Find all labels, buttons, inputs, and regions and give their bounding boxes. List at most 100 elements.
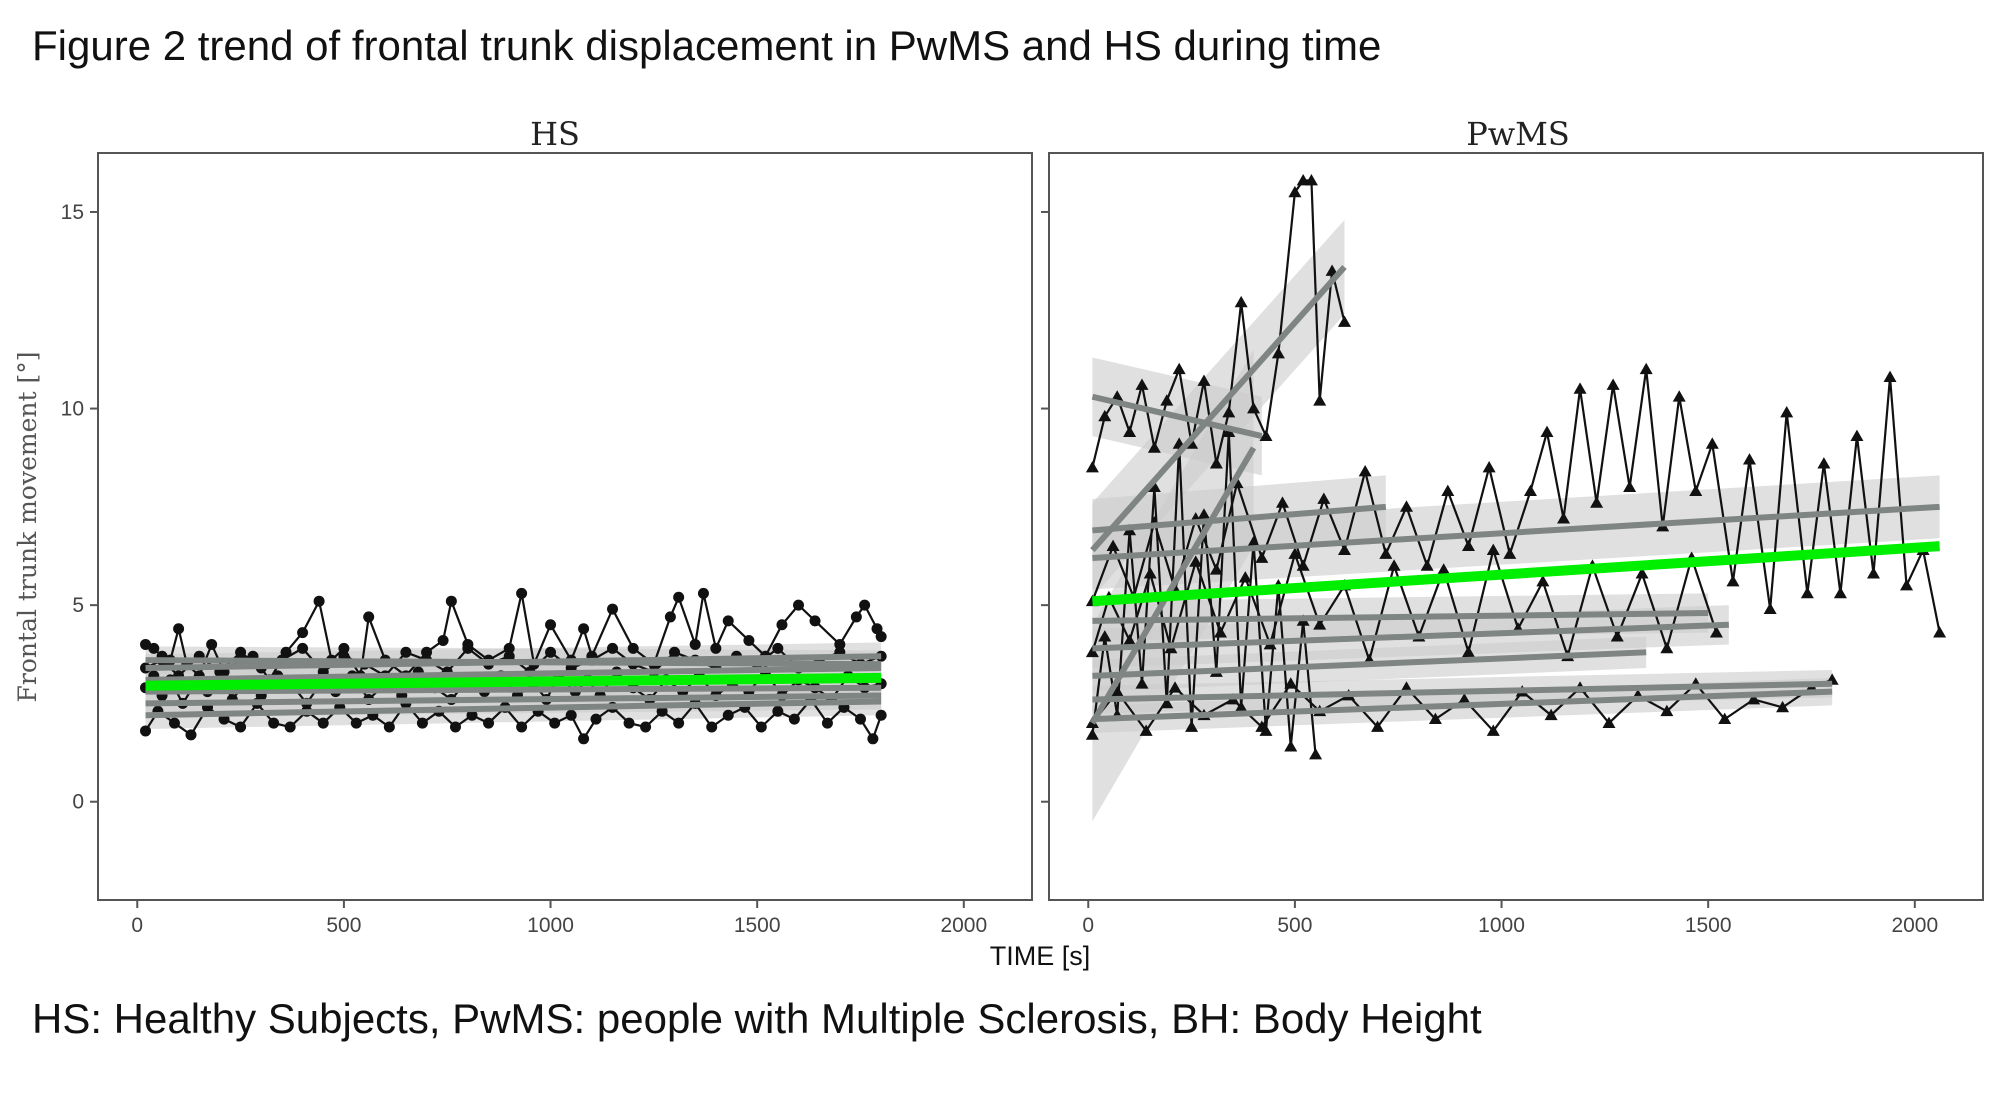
data-point-pwms-4-8 bbox=[1284, 677, 1298, 689]
data-point-pwms-1-14 bbox=[1247, 402, 1261, 414]
data-point-pwms-3-11 bbox=[1313, 618, 1327, 630]
data-point-pwms-4-13 bbox=[1428, 712, 1442, 725]
data-point-pwms-4-19 bbox=[1602, 716, 1616, 728]
data-point-pwms-2-14 bbox=[1358, 464, 1372, 477]
data-point-pwms-2-42 bbox=[1866, 567, 1880, 579]
data-point-pwms-3-24 bbox=[1635, 567, 1649, 579]
x-tick-label-hs-0: 0 bbox=[131, 914, 143, 937]
data-point-hs-1-35 bbox=[627, 642, 639, 654]
data-point-hs-3-4 bbox=[185, 729, 197, 741]
data-point-hs-3-10 bbox=[284, 721, 296, 733]
data-point-hs-1-52 bbox=[875, 631, 887, 643]
data-point-hs-4-6 bbox=[235, 646, 247, 658]
data-point-hs-3-31 bbox=[623, 717, 635, 729]
data-point-hs-1-46 bbox=[793, 599, 804, 611]
data-point-hs-1-47 bbox=[809, 615, 821, 627]
data-point-pwms-1-1 bbox=[1085, 461, 1099, 473]
data-point-hs-3-18 bbox=[416, 717, 428, 729]
data-point-pwms-4-14 bbox=[1457, 692, 1471, 705]
data-point-hs-1-50 bbox=[859, 599, 871, 611]
y-tick-label-15: 15 bbox=[61, 201, 84, 224]
figure-title: Figure 2 trend of frontal trunk displace… bbox=[32, 22, 1382, 69]
data-point-pwms-5-5 bbox=[1135, 677, 1149, 689]
data-point-hs-3-39 bbox=[755, 721, 767, 733]
data-point-pwms-4-4 bbox=[1168, 681, 1182, 693]
data-point-pwms-2-28 bbox=[1623, 480, 1637, 493]
data-point-pwms-2-21 bbox=[1503, 547, 1517, 559]
data-point-pwms-3-20 bbox=[1536, 575, 1550, 587]
data-point-pwms-3-8 bbox=[1238, 571, 1252, 583]
fit-line-pwms-2 bbox=[1091, 393, 1263, 439]
data-point-pwms-5-13 bbox=[1234, 700, 1248, 713]
data-point-pwms-2-17 bbox=[1420, 559, 1434, 571]
data-point-hs-4-27 bbox=[669, 646, 681, 658]
data-point-pwms-3-3 bbox=[1123, 634, 1137, 646]
data-point-pwms-2-13 bbox=[1337, 543, 1351, 555]
data-point-pwms-2-43 bbox=[1883, 370, 1897, 382]
trend-line-hs bbox=[145, 672, 882, 691]
fit-lines-hs bbox=[145, 653, 882, 719]
data-point-hs-4-32 bbox=[772, 642, 784, 654]
data-point-hs-4-19 bbox=[503, 650, 515, 662]
data-point-pwms-1-5 bbox=[1135, 378, 1149, 390]
data-point-pwms-2-19 bbox=[1461, 539, 1475, 552]
data-point-pwms-5-10 bbox=[1197, 508, 1211, 520]
data-point-pwms-2-7 bbox=[1209, 563, 1223, 575]
data-point-pwms-5-17 bbox=[1284, 740, 1298, 752]
data-point-hs-3-24 bbox=[516, 721, 528, 733]
data-point-pwms-4-15 bbox=[1486, 724, 1500, 736]
x-tick-label-pwms-1000: 1000 bbox=[1478, 914, 1525, 937]
data-point-pwms-3-14 bbox=[1387, 559, 1401, 571]
data-point-hs-1-48 bbox=[834, 638, 846, 650]
x-tick-label-pwms-0: 0 bbox=[1082, 914, 1094, 937]
fit-line-hs-3 bbox=[145, 684, 882, 695]
data-point-pwms-2-22 bbox=[1523, 484, 1537, 496]
data-point-pwms-3-16 bbox=[1437, 563, 1451, 575]
data-point-hs-3-45 bbox=[854, 713, 866, 725]
data-point-pwms-3-27 bbox=[1709, 626, 1723, 638]
data-point-hs-1-28 bbox=[516, 587, 528, 599]
data-point-pwms-2-41 bbox=[1850, 429, 1864, 441]
data-point-pwms-1-8 bbox=[1172, 362, 1186, 375]
data-point-hs-1-5 bbox=[173, 623, 185, 635]
fit-line-pwms-4 bbox=[1092, 503, 1940, 561]
data-point-hs-1-41 bbox=[710, 642, 722, 654]
y-axis-label: Frontal trunk movement [°] bbox=[13, 352, 42, 703]
data-point-pwms-5-9 bbox=[1185, 720, 1199, 732]
data-point-pwms-2-23 bbox=[1540, 425, 1554, 438]
data-point-hs-3-47 bbox=[875, 709, 887, 721]
data-point-pwms-1-20 bbox=[1313, 394, 1327, 406]
data-point-pwms-1-11 bbox=[1209, 457, 1223, 469]
axes-hs: 0 5 10 15 0 500 1000 1500 2000 bbox=[61, 201, 988, 937]
data-point-pwms-1-17 bbox=[1288, 185, 1302, 198]
data-point-pwms-1-6 bbox=[1147, 441, 1161, 453]
data-point-hs-1-37 bbox=[664, 611, 676, 623]
data-point-hs-3-16 bbox=[383, 721, 395, 733]
data-point-pwms-2-35 bbox=[1743, 453, 1756, 465]
x-tick-label-hs-1500: 1500 bbox=[734, 914, 781, 937]
data-point-hs-1-8 bbox=[206, 638, 218, 650]
data-point-pwms-5-7 bbox=[1160, 696, 1174, 709]
data-point-hs-1-40 bbox=[697, 587, 709, 599]
data-point-pwms-2-34 bbox=[1726, 575, 1740, 587]
data-point-pwms-5-6 bbox=[1147, 480, 1161, 493]
data-point-pwms-2-46 bbox=[1933, 626, 1947, 638]
data-point-pwms-4-11 bbox=[1371, 720, 1385, 732]
data-point-hs-3-3 bbox=[168, 717, 180, 729]
data-point-hs-3-32 bbox=[640, 721, 652, 733]
data-point-hs-1-39 bbox=[689, 638, 701, 650]
data-point-pwms-4-21 bbox=[1660, 704, 1674, 717]
data-point-hs-1-19 bbox=[363, 611, 375, 623]
data-point-hs-1-1 bbox=[140, 638, 152, 650]
fit-line-pwms-9 bbox=[1092, 680, 1833, 703]
data-point-hs-1-17 bbox=[338, 642, 350, 654]
fit-line-pwms-10 bbox=[1089, 446, 1257, 725]
data-point-pwms-1-15 bbox=[1259, 429, 1273, 441]
fit-line-pwms-7 bbox=[1092, 649, 1647, 679]
data-point-hs-1-22 bbox=[421, 646, 433, 658]
data-point-hs-1-15 bbox=[313, 595, 325, 607]
data-point-pwms-3-6 bbox=[1189, 555, 1203, 567]
axes-pwms: 0 500 1000 1500 2000 bbox=[1041, 210, 1938, 937]
data-point-pwms-1-4 bbox=[1123, 425, 1137, 438]
data-point-pwms-2-44 bbox=[1900, 578, 1914, 591]
